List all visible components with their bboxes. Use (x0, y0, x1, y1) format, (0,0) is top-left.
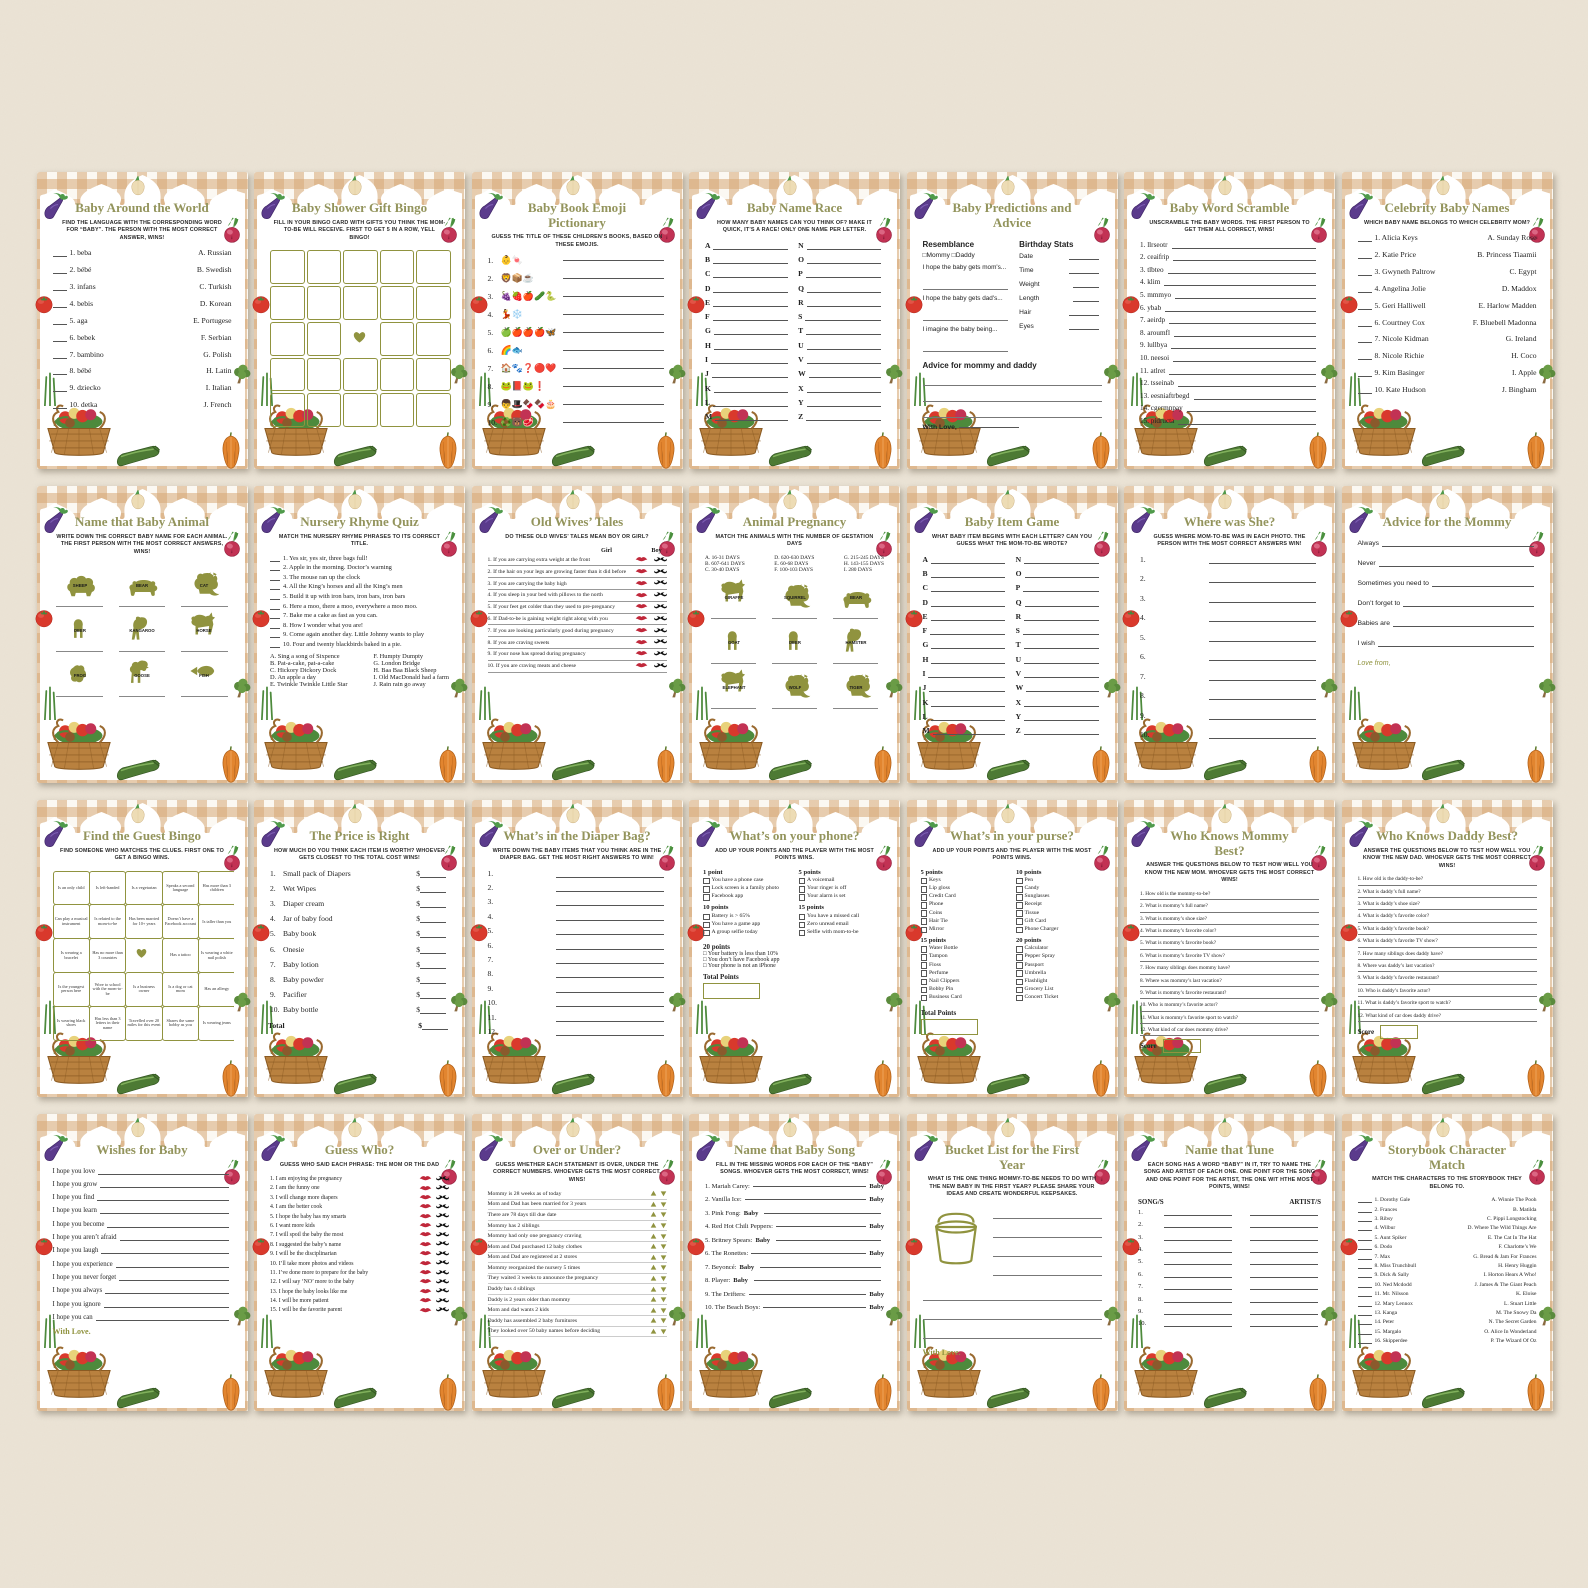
svg-text:FISH: FISH (199, 673, 209, 678)
svg-text:ELEPHANT: ELEPHANT (722, 685, 745, 690)
svg-text:HAMSTER: HAMSTER (845, 640, 866, 645)
svg-text:WOLF: WOLF (788, 685, 801, 690)
svg-text:SHEEP: SHEEP (72, 583, 87, 588)
svg-text:BEAR: BEAR (136, 583, 148, 588)
svg-text:FROG: FROG (74, 673, 87, 678)
svg-text:GOAT: GOAT (728, 640, 740, 645)
svg-text:GIRAFFE: GIRAFFE (724, 595, 743, 600)
svg-text:KANGAROO: KANGAROO (129, 628, 155, 633)
svg-text:CAT: CAT (200, 583, 209, 588)
svg-text:TIGER: TIGER (849, 685, 862, 690)
svg-text:DEER: DEER (74, 628, 86, 633)
svg-text:SQUIRREL: SQUIRREL (784, 595, 806, 600)
svg-text:BEAR: BEAR (849, 595, 861, 600)
svg-text:GOOSE: GOOSE (134, 673, 150, 678)
svg-text:HORSE: HORSE (197, 628, 212, 633)
svg-text:DEER: DEER (789, 640, 801, 645)
